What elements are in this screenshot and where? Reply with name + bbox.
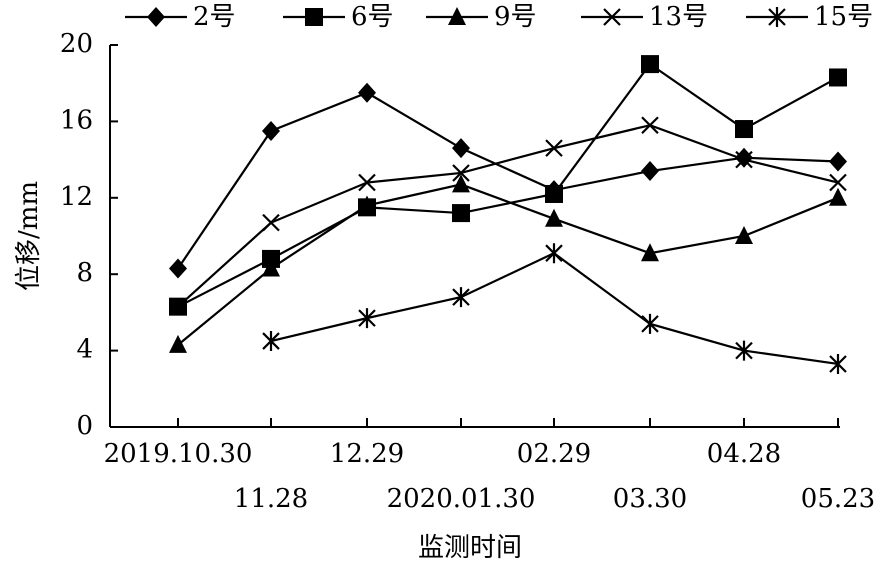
x-tick-label: 04.28 xyxy=(707,439,781,469)
data-point xyxy=(545,208,563,227)
data-point xyxy=(452,164,470,182)
data-point xyxy=(735,150,753,169)
y-tick-label: 12 xyxy=(60,182,93,212)
x-tick-label: 03.30 xyxy=(613,484,687,514)
legend-label: 6号 xyxy=(351,2,394,32)
legend: 2号 6号 9号 13号 15号 xyxy=(125,2,873,32)
x-ticks: 2019.10.30 11.28 12.29 2020.01.30 02.29 03.30… xyxy=(104,418,875,514)
series-line xyxy=(177,183,839,346)
data-point xyxy=(262,120,280,141)
x-tick-label: 11.28 xyxy=(234,484,308,514)
series-group xyxy=(169,55,847,374)
y-tick-label: 20 xyxy=(60,29,93,59)
data-point xyxy=(358,82,376,103)
series-5 xyxy=(262,243,847,374)
legend-item: 15号 xyxy=(746,2,873,32)
legend-item: 2号 xyxy=(125,2,236,32)
series-1 xyxy=(169,82,847,279)
axes xyxy=(109,45,840,428)
data-point xyxy=(358,173,376,192)
data-point xyxy=(829,173,847,192)
series-2 xyxy=(169,55,847,316)
data-point xyxy=(735,226,753,244)
legend-marker xyxy=(603,8,621,26)
legend-marker xyxy=(768,7,786,27)
data-point xyxy=(169,297,187,316)
legend-marker xyxy=(305,8,323,26)
data-point xyxy=(169,258,187,279)
data-point xyxy=(545,139,563,157)
y-tick-label: 16 xyxy=(60,105,93,135)
data-point xyxy=(641,55,659,74)
data-point xyxy=(641,161,659,182)
data-point xyxy=(545,243,563,264)
legend-item: 6号 xyxy=(283,2,394,32)
data-point xyxy=(452,138,470,159)
x-tick-label: 2020.01.30 xyxy=(387,484,536,514)
legend-label: 15号 xyxy=(814,2,873,32)
data-point xyxy=(641,243,659,262)
data-point xyxy=(641,313,659,334)
data-point xyxy=(262,258,280,277)
y-axis-title: 位移/mm xyxy=(14,181,44,291)
legend-label: 13号 xyxy=(649,2,708,32)
data-point xyxy=(735,120,753,139)
x-tick-label: 2019.10.30 xyxy=(104,439,253,469)
data-point xyxy=(452,174,470,193)
y-tick-label: 4 xyxy=(76,335,93,365)
data-point xyxy=(545,184,563,203)
legend-marker xyxy=(147,7,165,27)
data-point xyxy=(358,308,376,329)
data-point xyxy=(735,340,753,361)
y-ticks: 0 4 8 12 16 20 xyxy=(60,29,118,441)
y-tick-label: 0 xyxy=(76,411,93,441)
series-line xyxy=(177,124,839,308)
legend-item: 13号 xyxy=(581,2,708,32)
series-4 xyxy=(169,116,847,316)
data-point xyxy=(829,151,847,172)
data-point xyxy=(452,287,470,308)
data-point xyxy=(641,116,659,134)
legend-label: 9号 xyxy=(494,2,537,32)
data-point xyxy=(262,331,280,352)
data-point xyxy=(358,195,376,214)
series-line xyxy=(177,62,839,308)
series-line xyxy=(270,251,839,366)
data-point xyxy=(829,353,847,374)
x-axis-title: 监测时间 xyxy=(418,533,522,563)
legend-label: 2号 xyxy=(193,2,236,32)
legend-item: 9号 xyxy=(426,2,537,32)
x-tick-label: 02.29 xyxy=(517,439,591,469)
y-tick-label: 8 xyxy=(76,258,93,288)
data-point xyxy=(829,187,847,206)
series-3 xyxy=(169,174,847,353)
data-point xyxy=(452,204,470,223)
series-line xyxy=(177,91,839,270)
x-tick-label: 12.29 xyxy=(330,439,404,469)
data-point xyxy=(262,213,280,232)
data-point xyxy=(169,334,187,353)
legend-marker xyxy=(448,7,466,25)
data-point xyxy=(829,68,847,87)
x-tick-label: 05.23 xyxy=(801,484,875,514)
